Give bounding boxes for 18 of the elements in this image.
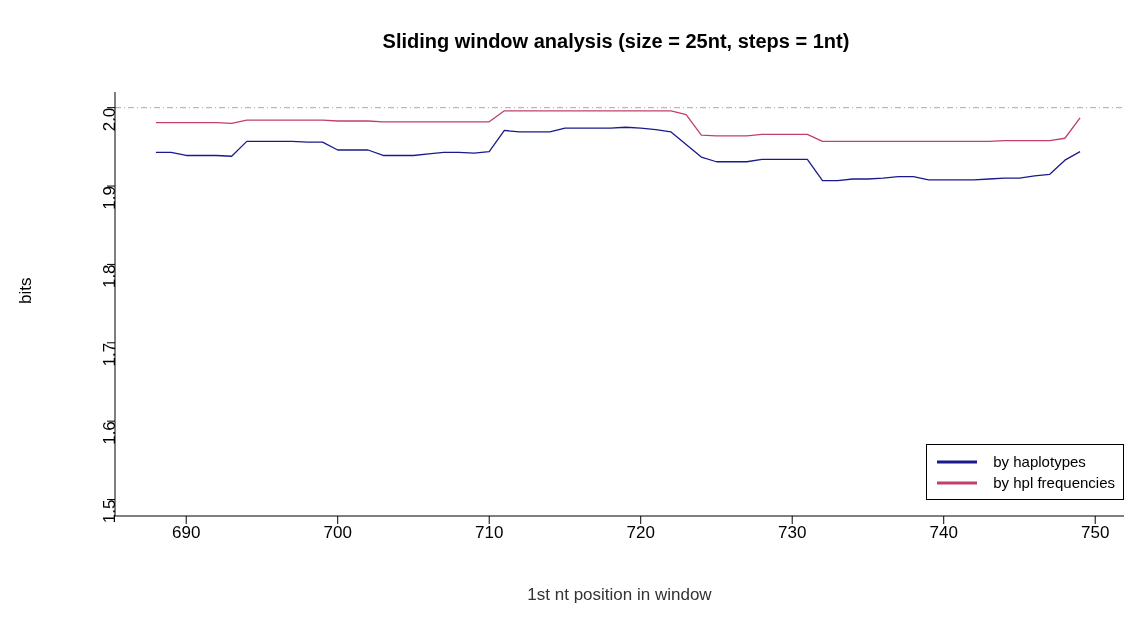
y-tick-label: 1.8 [100, 264, 120, 289]
legend-label: by haplotypes [993, 452, 1086, 472]
x-axis-title: 1st nt position in window [527, 585, 713, 604]
x-tick-label: 730 [778, 523, 807, 543]
y-axis-title: bits [16, 277, 36, 304]
x-tick-label: 710 [475, 523, 504, 543]
y-tick-label: 1.9 [100, 186, 120, 210]
x-tick-label: 720 [626, 523, 655, 543]
x-tick-label: 740 [929, 523, 958, 543]
chart-title: Sliding window analysis (size = 25nt, steps = 1nt) [381, 30, 851, 53]
legend-label: by hpl frequencies [993, 473, 1115, 493]
x-tick-label: 690 [172, 523, 201, 543]
x-tick-label: 700 [323, 523, 352, 543]
y-tick-label: 1.5 [100, 499, 120, 524]
y-tick-label: 1.6 [100, 421, 120, 445]
y-tick-label: 1.7 [100, 342, 120, 367]
y-tick-label: 2.0 [100, 107, 120, 132]
x-tick-label: 750 [1081, 523, 1110, 543]
